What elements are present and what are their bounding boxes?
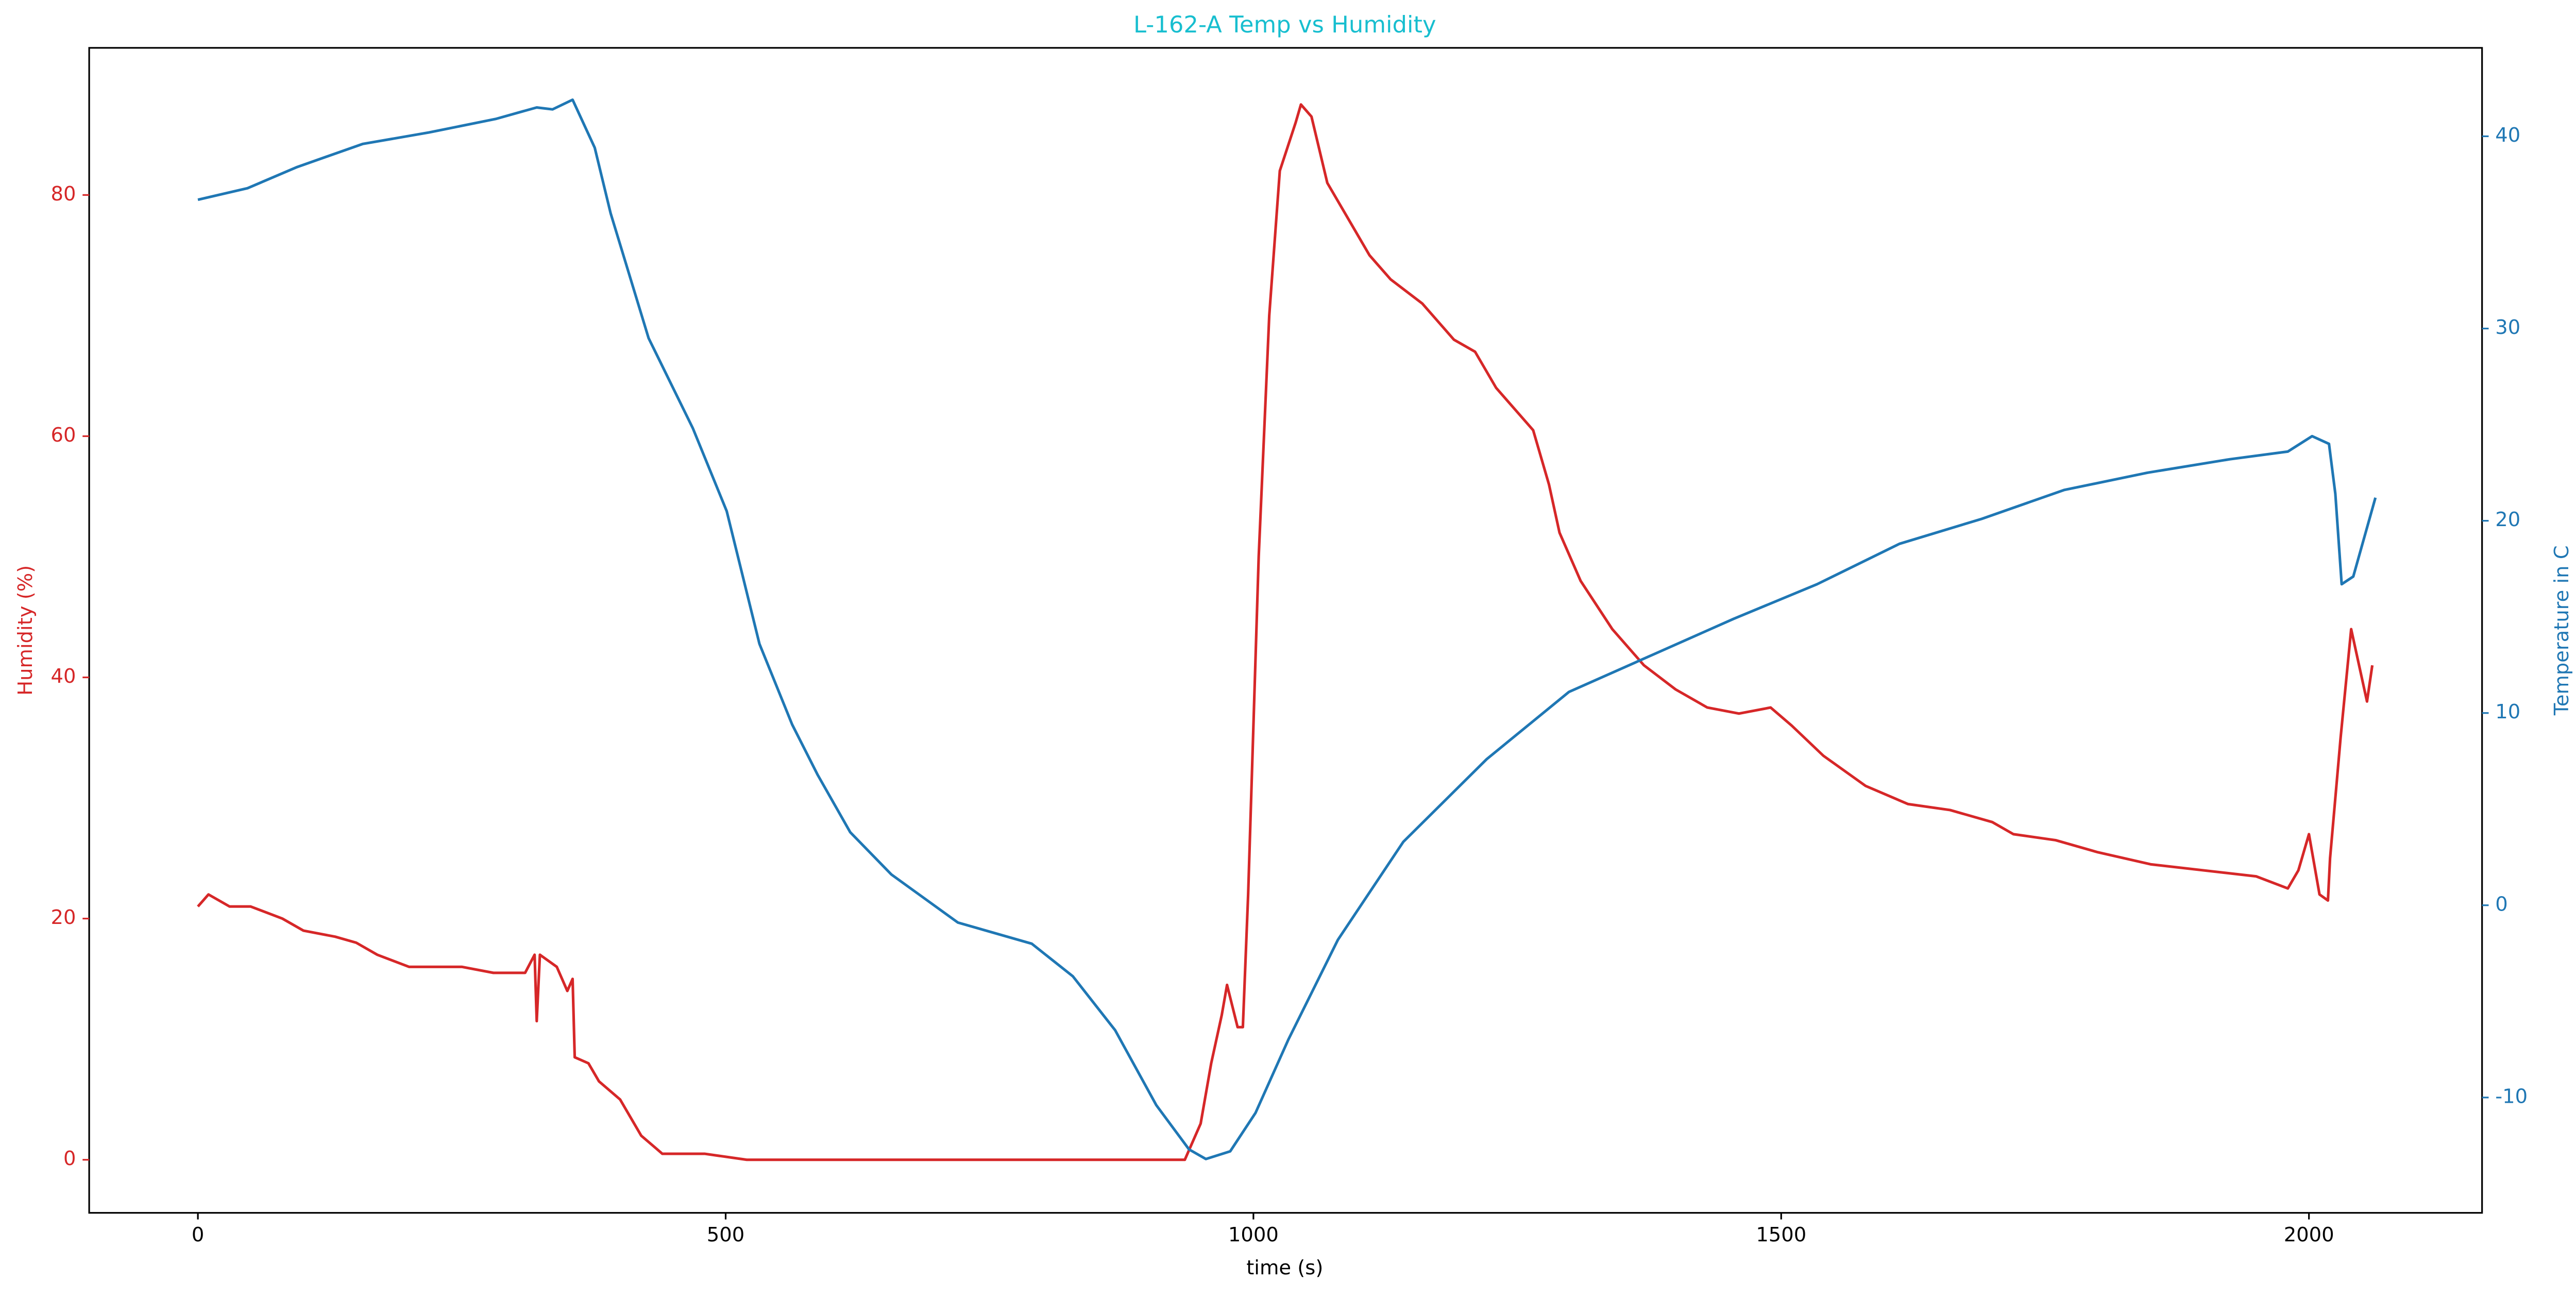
y2-tick-label: 20 xyxy=(2495,508,2520,531)
y2-tick-label: 30 xyxy=(2495,316,2520,339)
y2-tick-label: 10 xyxy=(2495,700,2520,723)
x-axis-label: time (s) xyxy=(1246,1256,1323,1279)
data-line xyxy=(197,98,2377,1160)
x-tick-label: 0 xyxy=(192,1223,204,1247)
y-tick-label: 60 xyxy=(51,424,76,447)
y2-tick-label: -10 xyxy=(2495,1085,2528,1108)
data-line xyxy=(197,103,2374,1161)
y-axis-label: Humidity (%) xyxy=(14,565,37,696)
chart-title: L-162-A Temp vs Humidity xyxy=(1133,11,1436,38)
y-tick-label: 0 xyxy=(63,1147,76,1170)
plot-frame xyxy=(88,47,2483,1214)
x-tick-label: 500 xyxy=(707,1223,744,1247)
y-tick-label: 80 xyxy=(51,182,76,206)
y-tick-label: 20 xyxy=(51,906,76,929)
x-tick-label: 1500 xyxy=(1756,1223,1806,1247)
x-tick-label: 1000 xyxy=(1228,1223,1279,1247)
y2-tick-label: 0 xyxy=(2495,892,2507,916)
x-tick-label: 2000 xyxy=(2284,1223,2334,1247)
y2-axis-label: Temperature in C xyxy=(2550,545,2573,716)
y2-tick-label: 40 xyxy=(2495,124,2520,147)
y-tick-label: 40 xyxy=(51,665,76,688)
